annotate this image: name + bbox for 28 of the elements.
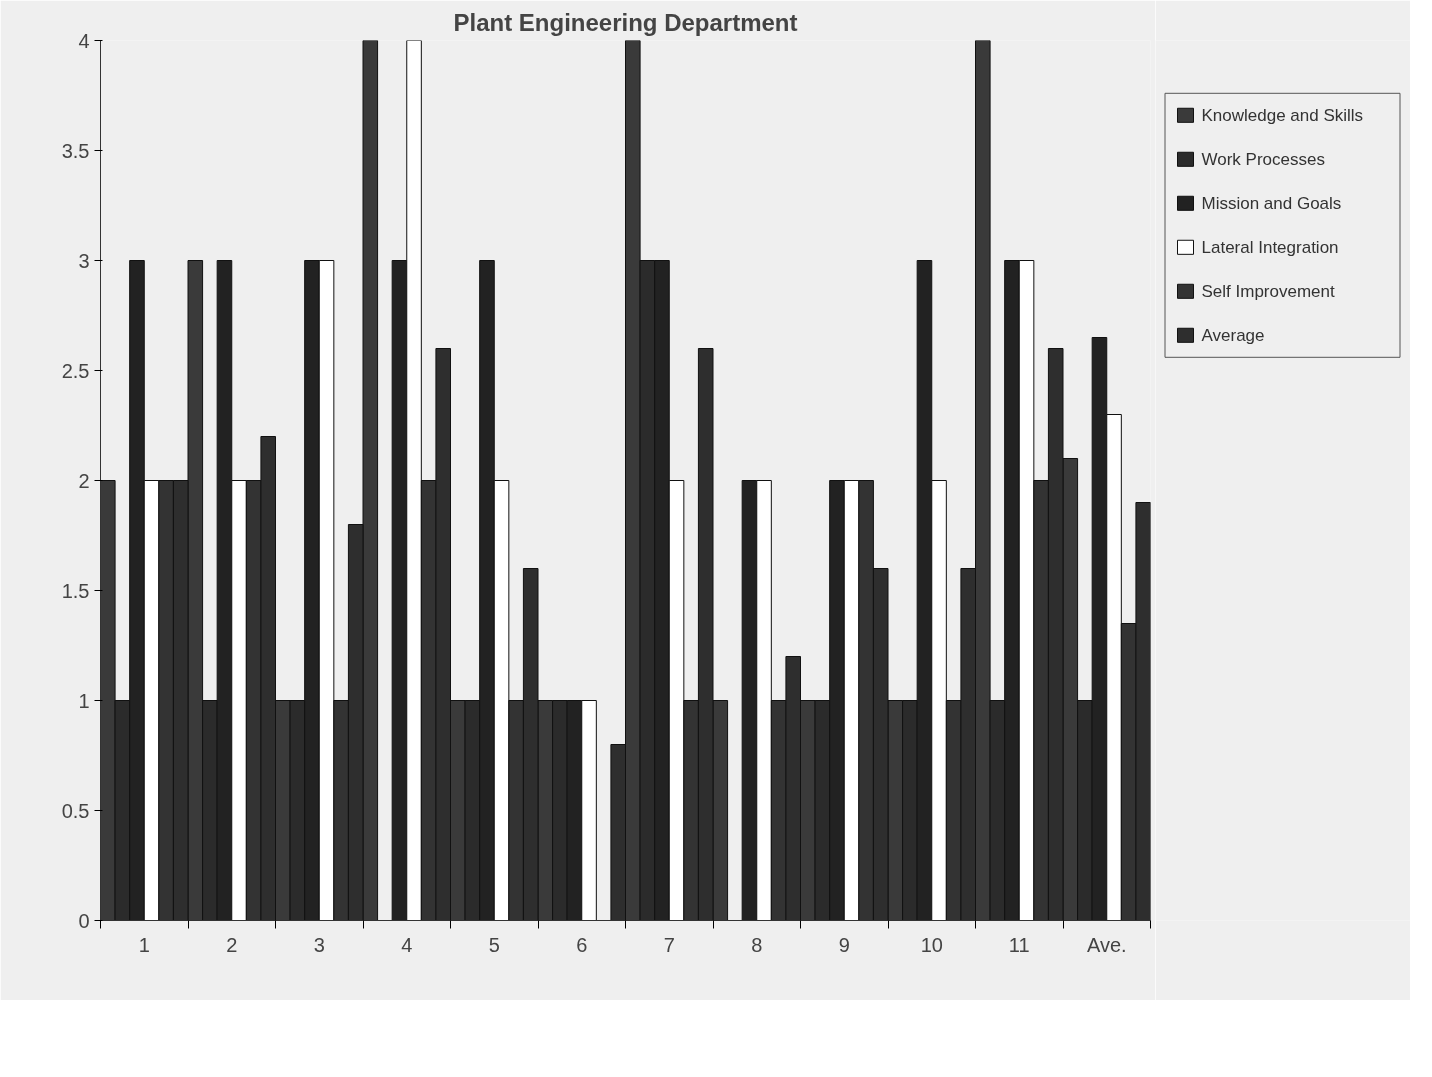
x-tick-label: Ave. [1086, 933, 1127, 956]
legend-label: Knowledge and Skills [1201, 105, 1364, 125]
legend-label: Self Improvement [1201, 281, 1335, 301]
x-tick-label: 10 [920, 933, 943, 956]
x-tick-label: 11 [1008, 933, 1030, 956]
y-tick-label: 1 [78, 689, 90, 712]
y-tick-label: 4 [78, 29, 90, 52]
x-tick-label: 3 [313, 933, 325, 956]
y-tick-label: 2 [78, 469, 90, 492]
chart-title: Plant Engineering Department [453, 8, 798, 36]
x-tick-label: 2 [226, 933, 238, 956]
y-tick-label: 3 [78, 249, 90, 272]
y-tick-label: 2.5 [61, 359, 90, 382]
legend-label: Lateral Integration [1201, 237, 1339, 257]
y-tick-label: 3.5 [61, 139, 90, 162]
x-tick-label: 1 [138, 933, 150, 956]
legend-label: Mission and Goals [1201, 193, 1342, 213]
y-tick-label: 0 [78, 909, 90, 932]
x-tick-label: 4 [401, 933, 413, 956]
x-tick-label: 7 [663, 933, 675, 956]
legend-label: Average [1201, 325, 1265, 345]
x-tick-label: 9 [838, 933, 850, 956]
legend-label: Work Processes [1201, 149, 1325, 169]
y-tick-label: 1.5 [61, 579, 90, 602]
y-tick-label: 0.5 [61, 799, 90, 822]
x-tick-label: 8 [751, 933, 763, 956]
x-tick-label: 5 [488, 933, 500, 956]
x-tick-label: 6 [576, 933, 588, 956]
